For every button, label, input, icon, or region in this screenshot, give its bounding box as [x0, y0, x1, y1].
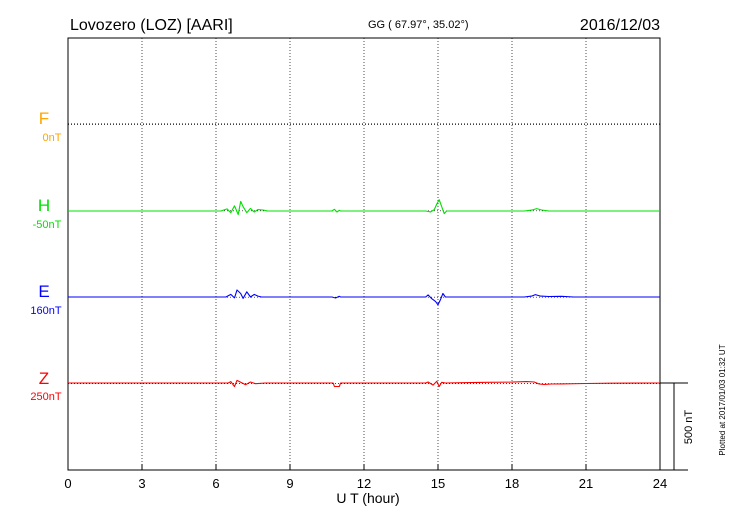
channel-baseline-e: 160nT	[30, 305, 61, 317]
channel-label-f: F	[39, 109, 49, 128]
x-tick-label: 18	[505, 476, 519, 491]
channel-label-h: H	[38, 196, 50, 215]
channel-label-e: E	[38, 282, 49, 301]
x-tick-label: 15	[431, 476, 445, 491]
scale-bar: 500 nT	[660, 382, 695, 471]
scale-bar-label: 500 nT	[683, 410, 695, 445]
plotted-timestamp: Plotted at 2017/01/03 01:32 UT	[718, 344, 727, 455]
channel-baseline-z: 250nT	[30, 391, 61, 403]
x-axis-ticks: 0 3 6 9 12 15 18 21 24	[64, 464, 667, 491]
x-tick-label: 6	[212, 476, 219, 491]
x-axis-label: U T (hour)	[336, 490, 399, 506]
channel-label-z: Z	[39, 369, 49, 388]
date-label: 2016/12/03	[580, 17, 660, 34]
x-tick-label: 21	[579, 476, 593, 491]
station-title: Lovozero (LOZ) [AARI]	[70, 17, 233, 34]
grid-lines	[68, 38, 660, 470]
trace-h	[68, 199, 660, 216]
x-tick-label: 0	[64, 476, 71, 491]
data-traces	[68, 199, 661, 388]
x-tick-label: 3	[138, 476, 145, 491]
channel-baseline-f: 0nT	[43, 132, 62, 144]
trace-z	[68, 379, 661, 388]
coordinates-label: GG ( 67.97°, 35.02°)	[368, 19, 469, 31]
x-tick-label: 9	[286, 476, 293, 491]
x-tick-label: 24	[653, 476, 667, 491]
trace-e	[68, 289, 660, 306]
channel-baseline-h: -50nT	[33, 219, 62, 231]
x-tick-label: 12	[357, 476, 371, 491]
